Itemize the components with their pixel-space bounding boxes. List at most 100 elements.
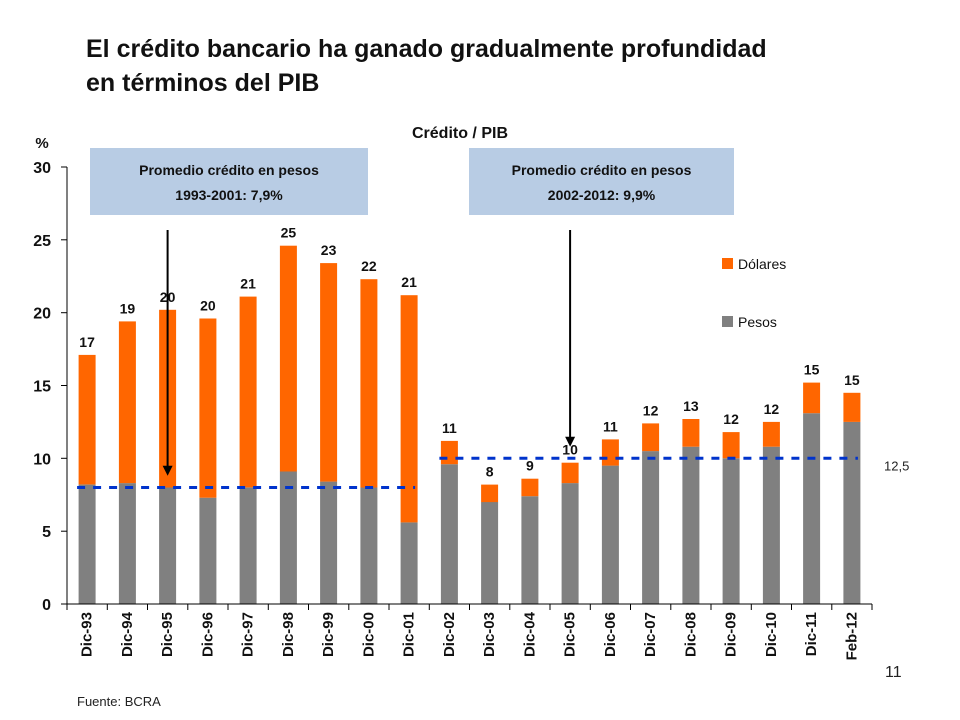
x-tick-label-Dic-09: Dic-09 bbox=[723, 612, 740, 657]
bar-pesos-Dic-99 bbox=[320, 481, 338, 604]
bar-pesos-Dic-05 bbox=[561, 483, 579, 604]
bar-dolares-Dic-07 bbox=[642, 423, 660, 452]
y-tick-label-20: 20 bbox=[33, 306, 51, 323]
total-label-Dic-04: 9 bbox=[526, 458, 534, 474]
bar-pesos-Dic-11 bbox=[803, 413, 821, 604]
bar-pesos-Dic-07 bbox=[642, 451, 660, 604]
total-label-Dic-07: 12 bbox=[643, 402, 659, 418]
x-tick-label-Dic-97: Dic-97 bbox=[240, 612, 257, 657]
bar-pesos-Dic-96 bbox=[199, 497, 217, 604]
total-label-Dic-09: 12 bbox=[723, 411, 739, 427]
bar-dolares-Dic-93 bbox=[78, 354, 96, 485]
bar-pesos-Dic-93 bbox=[78, 484, 96, 604]
total-label-Dic-03: 8 bbox=[486, 464, 494, 480]
bar-pesos-Dic-10 bbox=[762, 446, 780, 604]
bar-pesos-Dic-02 bbox=[440, 464, 458, 604]
annotation-line1-2: Promedio crédito en pesos bbox=[512, 162, 692, 178]
bar-pesos-Dic-97 bbox=[239, 487, 257, 604]
total-label-Dic-06: 11 bbox=[603, 418, 618, 434]
annotation-line2-1: 1993-2001: 7,9% bbox=[175, 187, 283, 203]
bar-pesos-Dic-06 bbox=[601, 465, 619, 604]
bar-pesos-Dic-98 bbox=[279, 471, 297, 604]
bar-pesos-Dic-08 bbox=[682, 446, 700, 604]
bar-pesos-Dic-03 bbox=[481, 502, 499, 604]
x-tick-label-Feb-12: Feb-12 bbox=[843, 612, 860, 660]
bar-pesos-Feb-12 bbox=[843, 421, 861, 604]
x-tick-label-Dic-01: Dic-01 bbox=[401, 612, 418, 657]
chart-title: Crédito / PIB bbox=[412, 125, 508, 142]
bar-dolares-Dic-02 bbox=[440, 440, 458, 465]
y-tick-label-25: 25 bbox=[33, 233, 51, 250]
x-tick-label-Dic-02: Dic-02 bbox=[441, 612, 458, 657]
x-tick-label-Dic-00: Dic-00 bbox=[360, 612, 377, 657]
slide-title-line-2: en términos del PIB bbox=[86, 69, 320, 97]
y-tick-label-5: 5 bbox=[42, 524, 51, 541]
legend-swatch-pesos bbox=[722, 316, 733, 327]
x-tick-label-Dic-06: Dic-06 bbox=[602, 612, 619, 657]
bar-dolares-Dic-11 bbox=[803, 382, 821, 414]
page-number: 11 bbox=[885, 664, 902, 681]
y-tick-label-0: 0 bbox=[42, 597, 51, 614]
legend: Dólares Pesos bbox=[722, 256, 786, 330]
bar-dolares-Dic-94 bbox=[118, 321, 136, 484]
total-label-Dic-10: 12 bbox=[764, 401, 780, 417]
bar-dolares-Dic-06 bbox=[601, 439, 619, 466]
legend-label-dolares: Dólares bbox=[738, 256, 786, 272]
x-tick-label-Dic-98: Dic-98 bbox=[280, 612, 297, 657]
total-label-Dic-97: 21 bbox=[240, 276, 256, 292]
bar-dolares-Dic-03 bbox=[481, 484, 499, 503]
legend-swatch-dolares bbox=[722, 258, 733, 269]
total-label-Dic-96: 20 bbox=[200, 298, 216, 314]
total-label-Dic-94: 19 bbox=[120, 300, 136, 316]
total-label-Dic-11: 15 bbox=[804, 362, 820, 378]
x-tick-label-Dic-03: Dic-03 bbox=[481, 612, 498, 657]
x-tick-label-Dic-93: Dic-93 bbox=[79, 612, 96, 657]
bar-pesos-Dic-94 bbox=[118, 483, 136, 604]
y-tick-label-10: 10 bbox=[33, 451, 51, 468]
x-tick-label-Dic-05: Dic-05 bbox=[562, 612, 579, 657]
total-label-Dic-08: 13 bbox=[683, 398, 699, 414]
labels-layer: 1719202021252322211189101112131212151512… bbox=[79, 225, 909, 480]
x-tick-label-Dic-04: Dic-04 bbox=[521, 611, 538, 657]
x-tick-label-Dic-95: Dic-95 bbox=[159, 612, 176, 657]
bar-dolares-Dic-05 bbox=[561, 462, 579, 484]
annotation-arrowhead-2 bbox=[565, 436, 576, 447]
total-label-Dic-93: 17 bbox=[79, 334, 95, 350]
bar-pesos-Dic-04 bbox=[521, 496, 539, 604]
bar-dolares-Dic-97 bbox=[239, 296, 257, 488]
total-label-Dic-99: 23 bbox=[321, 242, 337, 258]
bar-dolares-Dic-08 bbox=[682, 419, 700, 447]
bar-dolares-Dic-99 bbox=[320, 263, 338, 482]
y-tick-label-30: 30 bbox=[33, 160, 51, 177]
annotations-layer: Promedio crédito en pesos 1993-2001: 7,9%… bbox=[90, 148, 734, 476]
slide-title: El crédito bancario ha ganado gradualmen… bbox=[86, 32, 906, 100]
x-tick-label-Dic-10: Dic-10 bbox=[763, 612, 780, 657]
x-tick-label-Dic-94: Dic-94 bbox=[119, 611, 136, 657]
total-label-Feb-12: 15 bbox=[844, 372, 860, 388]
bar-dolares-Feb-12 bbox=[843, 392, 861, 422]
bars-layer bbox=[78, 245, 861, 604]
axes-layer: Dic-93 Dic-94 Dic-95 Dic-96 Dic-97 Dic-98 Dic-… bbox=[33, 160, 873, 660]
annotation-arrowhead-1 bbox=[162, 465, 173, 476]
bar-pesos-Dic-95 bbox=[159, 487, 177, 604]
total-label-Dic-01: 21 bbox=[401, 274, 417, 290]
total-label-Dic-05: 10 bbox=[562, 442, 578, 458]
legend-label-pesos: Pesos bbox=[738, 314, 777, 330]
total-label-Dic-98: 25 bbox=[281, 225, 297, 241]
end-value-label: 12,5 bbox=[884, 458, 909, 473]
annotation-box-2 bbox=[469, 148, 734, 215]
annotation-box-1 bbox=[90, 148, 368, 215]
x-tick-label-Dic-08: Dic-08 bbox=[682, 612, 699, 657]
bar-dolares-Dic-04 bbox=[521, 478, 539, 497]
bar-dolares-Dic-10 bbox=[762, 421, 780, 447]
bar-dolares-Dic-01 bbox=[400, 295, 418, 523]
x-tick-label-Dic-99: Dic-99 bbox=[320, 612, 337, 657]
bar-dolares-Dic-96 bbox=[199, 318, 217, 498]
y-tick-label-15: 15 bbox=[33, 379, 51, 396]
bar-pesos-Dic-00 bbox=[360, 487, 378, 604]
x-tick-label-Dic-11: Dic-11 bbox=[803, 612, 820, 656]
annotation-line1-1: Promedio crédito en pesos bbox=[139, 162, 319, 178]
x-tick-label-Dic-96: Dic-96 bbox=[199, 612, 216, 657]
total-label-Dic-02: 11 bbox=[442, 420, 457, 436]
